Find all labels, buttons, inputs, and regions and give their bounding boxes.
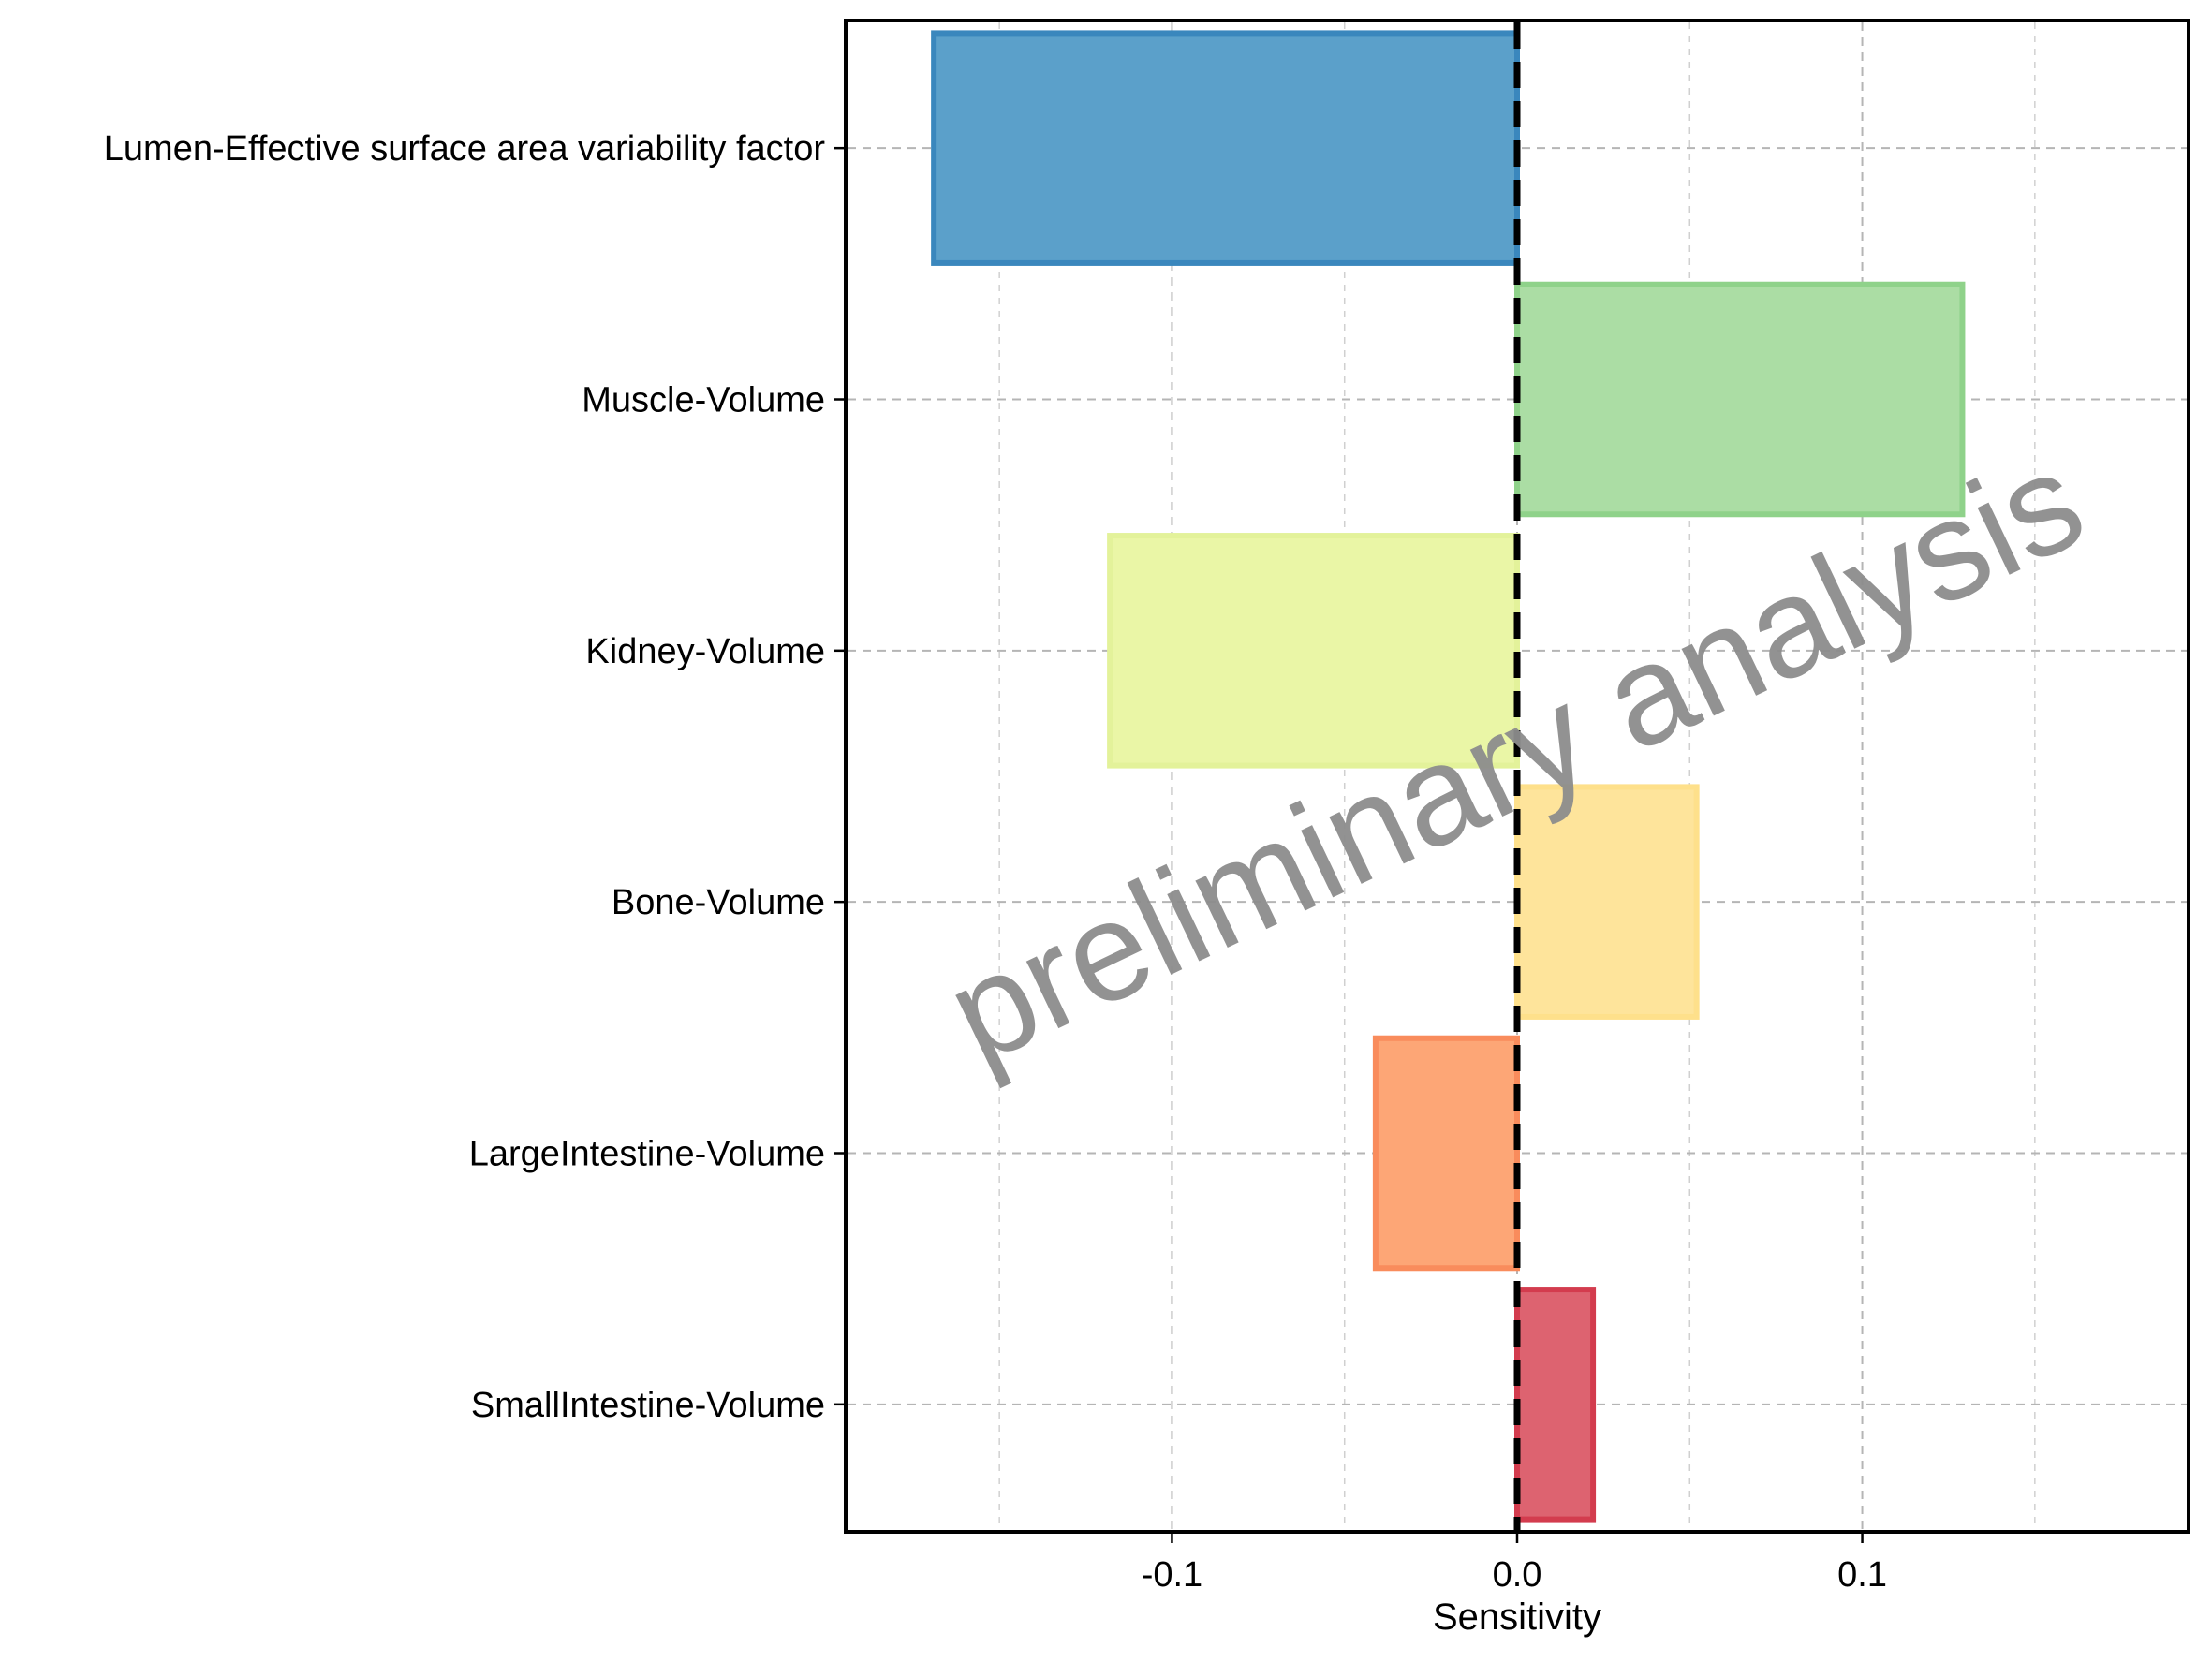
ticks-layer — [834, 146, 1864, 1543]
category-label-2: Kidney-Volume — [585, 632, 825, 671]
bar-2 — [1107, 533, 1521, 769]
x-tick-label-1: 0.0 — [1493, 1555, 1542, 1595]
category-label-3: Bone-Volume — [612, 883, 825, 922]
category-label-4: LargeIntestine-Volume — [469, 1135, 825, 1174]
x-tick-label-2: 0.1 — [1837, 1555, 1887, 1595]
category-label-1: Muscle-Volume — [582, 381, 825, 420]
bar-4 — [1372, 1035, 1520, 1272]
labels-layer: Lumen-Effective surface area variability… — [104, 129, 1887, 1595]
bar-5 — [1514, 1287, 1597, 1523]
category-label-5: SmallIntestine-Volume — [471, 1386, 825, 1425]
bars-layer — [931, 30, 1966, 1523]
bar-0 — [931, 30, 1520, 266]
category-label-0: Lumen-Effective surface area variability… — [104, 129, 826, 169]
bar-1 — [1514, 281, 1966, 518]
x-tick-label-0: -0.1 — [1142, 1555, 1202, 1595]
x-axis-title: Sensitivity — [1433, 1597, 1601, 1638]
